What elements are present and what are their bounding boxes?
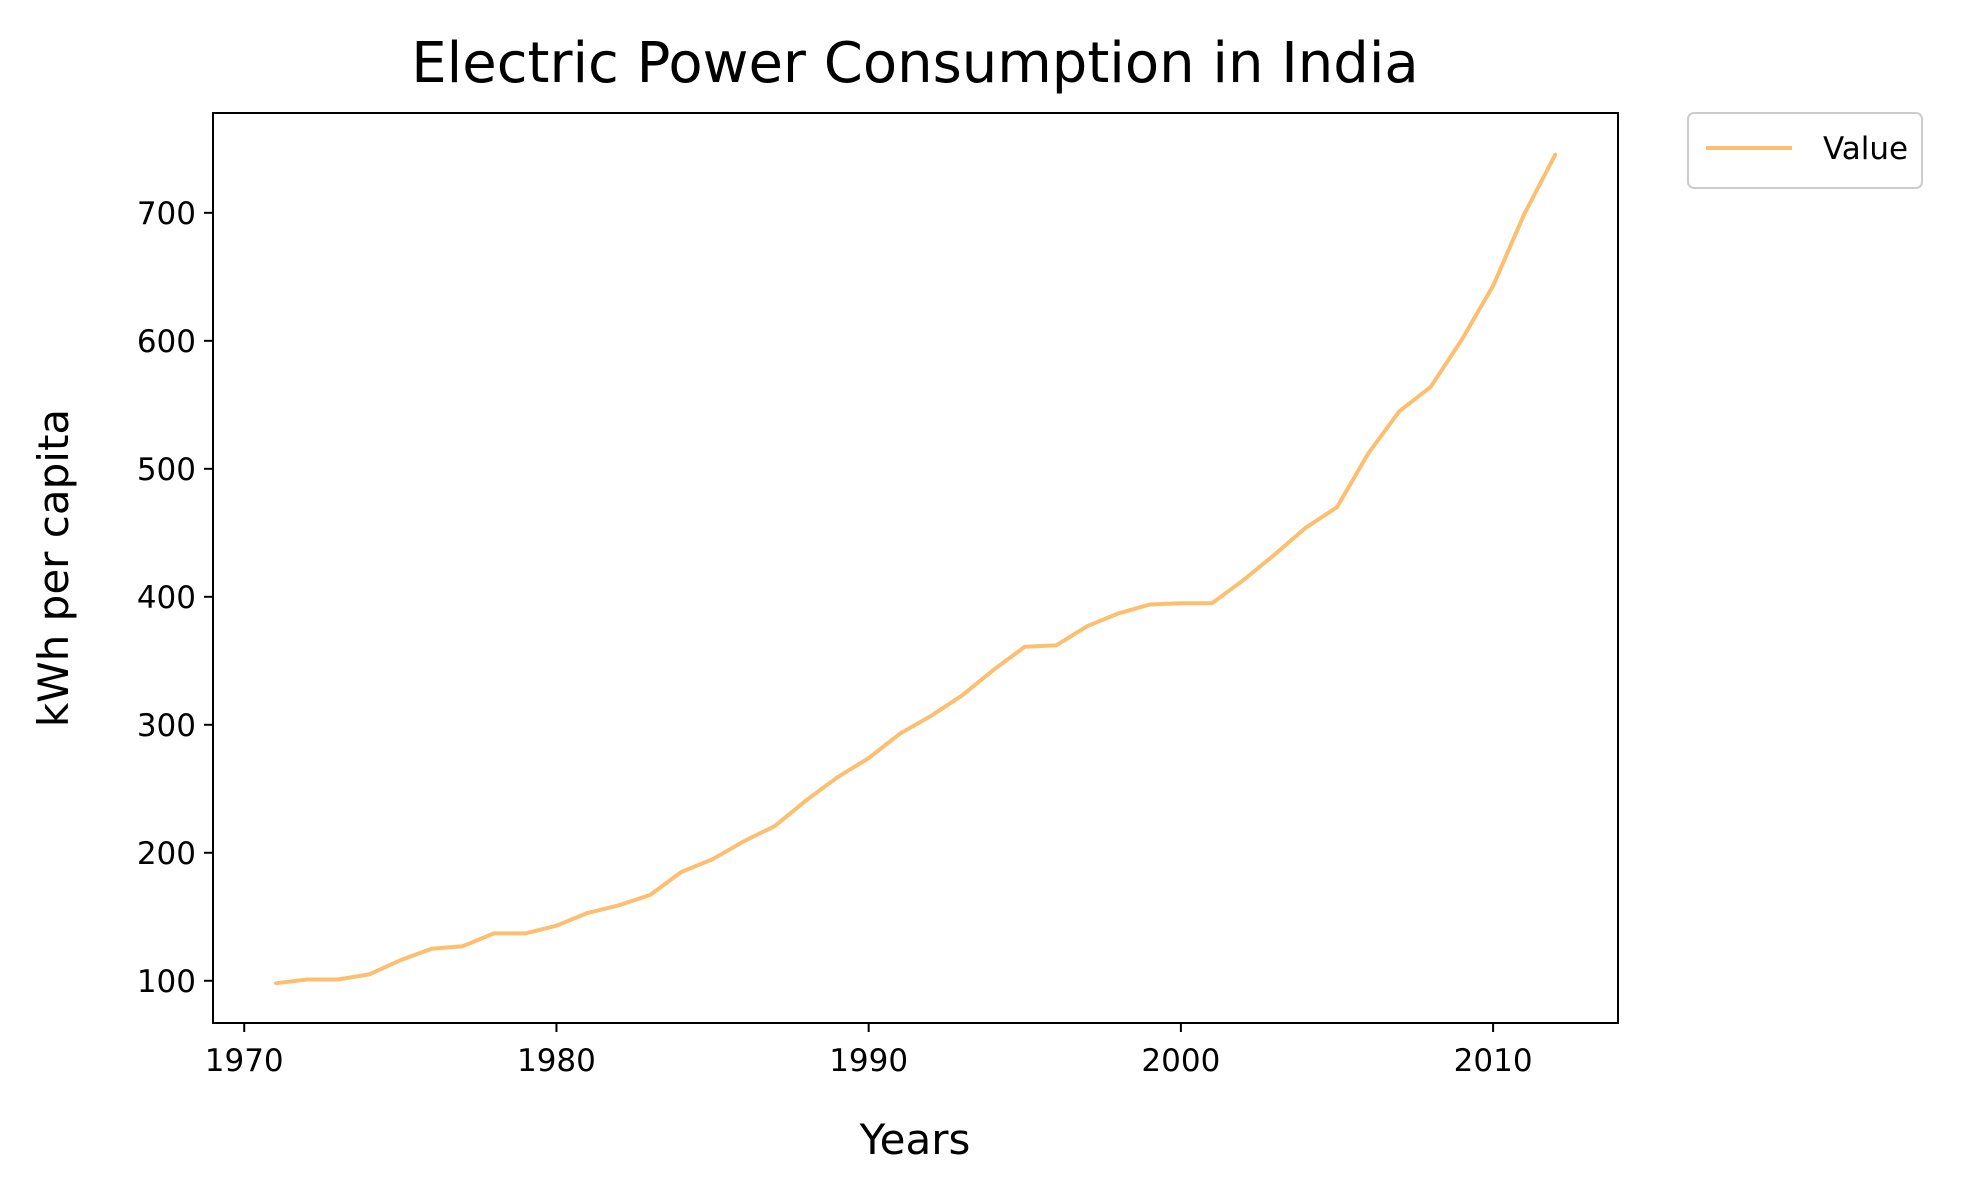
data-point bbox=[461, 944, 465, 948]
data-point bbox=[523, 931, 527, 935]
x-axis-label: Years bbox=[859, 1115, 971, 1164]
data-point bbox=[430, 947, 434, 951]
series-line bbox=[275, 153, 1558, 986]
data-point bbox=[992, 668, 996, 672]
data-point bbox=[1179, 601, 1183, 605]
data-point bbox=[867, 756, 871, 760]
data-point bbox=[1023, 645, 1027, 649]
y-tick-label: 600 bbox=[137, 324, 196, 360]
legend-label: Value bbox=[1823, 131, 1908, 167]
data-point bbox=[1210, 601, 1214, 605]
data-point bbox=[1335, 505, 1339, 509]
data-point bbox=[960, 693, 964, 697]
data-point bbox=[305, 978, 309, 981]
data-point bbox=[1085, 624, 1089, 628]
data-point bbox=[1554, 152, 1558, 156]
y-axis-label: kWh per capita bbox=[29, 409, 78, 727]
data-point bbox=[711, 857, 715, 861]
y-tick-label: 200 bbox=[137, 836, 196, 872]
x-tick-label: 1990 bbox=[829, 1043, 908, 1079]
data-point bbox=[835, 775, 839, 779]
data-point bbox=[492, 931, 496, 935]
legend-frame bbox=[1687, 112, 1923, 189]
data-point bbox=[336, 978, 340, 981]
data-point bbox=[804, 798, 808, 802]
data-point bbox=[898, 732, 902, 736]
data-point bbox=[679, 870, 683, 874]
series-layer bbox=[273, 152, 1558, 986]
chart-title: Electric Power Consumption in India bbox=[411, 31, 1418, 96]
y-tick-label: 400 bbox=[137, 580, 196, 616]
x-tick-label: 2000 bbox=[1141, 1043, 1220, 1079]
data-point bbox=[1273, 553, 1277, 557]
legend: Value bbox=[1687, 112, 1923, 189]
data-point bbox=[273, 981, 277, 985]
data-point bbox=[1241, 578, 1245, 582]
x-tick-label: 2010 bbox=[1454, 1043, 1533, 1079]
y-tick-label: 500 bbox=[137, 452, 196, 488]
x-tick-label: 1980 bbox=[517, 1043, 596, 1079]
data-point bbox=[617, 903, 621, 907]
data-point bbox=[648, 893, 652, 897]
data-point bbox=[1522, 212, 1526, 216]
data-point bbox=[398, 958, 402, 962]
data-point bbox=[554, 924, 558, 928]
y-tick-label: 100 bbox=[137, 964, 196, 1000]
y-axis-ticks: 100 200 300 400 500 600 700 bbox=[137, 196, 213, 1000]
data-point bbox=[1397, 409, 1401, 413]
data-point bbox=[1460, 338, 1464, 341]
plot-area-frame bbox=[212, 112, 1619, 1024]
data-point bbox=[1429, 385, 1433, 389]
x-tick-label: 1970 bbox=[205, 1043, 284, 1079]
data-point bbox=[367, 972, 371, 976]
data-point bbox=[1304, 526, 1308, 530]
data-point bbox=[1116, 611, 1120, 615]
data-point bbox=[1491, 284, 1495, 288]
data-point bbox=[773, 824, 777, 828]
data-point bbox=[929, 714, 933, 718]
data-point bbox=[1148, 603, 1152, 606]
data-point bbox=[742, 839, 746, 843]
data-point bbox=[1366, 452, 1370, 455]
data-point bbox=[1054, 643, 1058, 647]
data-point bbox=[586, 911, 590, 915]
y-tick-label: 700 bbox=[137, 196, 196, 232]
x-axis-ticks: 1970 1980 1990 2000 2010 bbox=[205, 1023, 1533, 1079]
y-tick-label: 300 bbox=[137, 708, 196, 744]
